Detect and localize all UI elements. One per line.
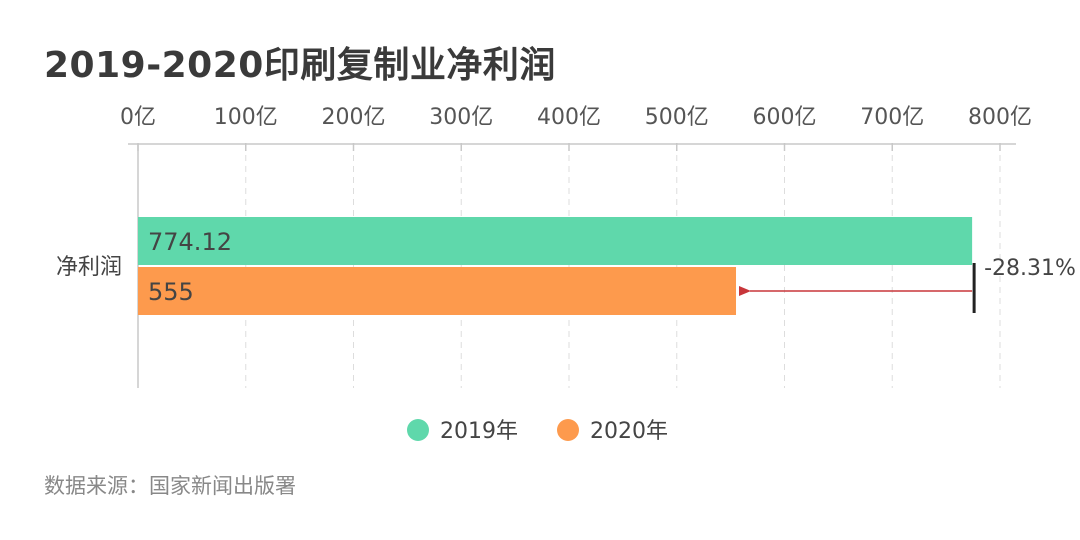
bar	[138, 267, 737, 315]
bar-data-label: 774.12	[148, 228, 232, 256]
x-tick-label: 100亿	[214, 105, 278, 130]
x-tick-label: 700亿	[860, 105, 924, 130]
chart-title: 2019-2020印刷复制业净利润	[44, 45, 556, 86]
legend-marker	[557, 419, 579, 441]
x-tick-label: 800亿	[968, 105, 1032, 130]
x-tick-label: 600亿	[753, 105, 817, 130]
legend-marker	[407, 419, 429, 441]
change-percent-label: -28.31%	[984, 256, 1076, 281]
bar-data-label: 555	[148, 278, 194, 306]
y-category-label: 净利润	[56, 255, 122, 280]
x-tick-label: 200亿	[322, 105, 386, 130]
data-source-note: 数据来源：国家新闻出版署	[44, 474, 296, 498]
bar	[138, 217, 973, 265]
x-tick-label: 400亿	[537, 105, 601, 130]
x-tick-label: 0亿	[120, 105, 156, 130]
legend-label: 2019年	[440, 419, 518, 444]
x-tick-label: 300亿	[429, 105, 493, 130]
legend-label: 2020年	[590, 419, 668, 444]
x-tick-label: 500亿	[645, 105, 709, 130]
